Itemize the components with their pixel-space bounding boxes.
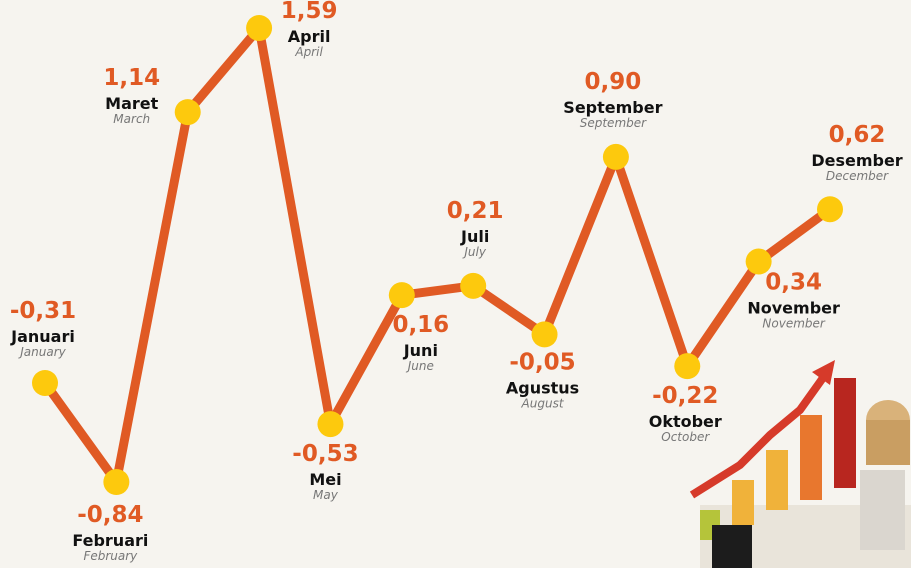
category-translation: September <box>580 116 647 130</box>
value-label: 1,59 <box>281 0 338 24</box>
value-label: -0,84 <box>77 502 143 528</box>
value-label: -0,05 <box>509 349 575 375</box>
value-label: 0,16 <box>392 312 449 338</box>
category-translation: February <box>83 549 138 563</box>
marker <box>460 273 486 299</box>
value-label: -0,31 <box>10 298 76 324</box>
marker <box>389 282 415 308</box>
marker <box>175 99 201 125</box>
marker <box>603 144 629 170</box>
category-translation: December <box>826 169 889 183</box>
category-label: Januari <box>10 327 75 346</box>
value-label: 1,14 <box>103 65 160 91</box>
category-label: Desember <box>811 151 902 170</box>
category-label: Mei <box>309 470 341 489</box>
category-label: Juli <box>460 227 489 246</box>
value-label: 0,90 <box>585 69 642 95</box>
category-label: Februari <box>72 531 148 550</box>
value-label: 0,62 <box>829 122 886 148</box>
marker <box>674 353 700 379</box>
value-label: -0,53 <box>292 441 358 467</box>
value-label: -0,22 <box>652 383 718 409</box>
category-translation: November <box>762 317 825 331</box>
category-translation: March <box>113 112 150 126</box>
marker <box>817 196 843 222</box>
marker <box>246 15 272 41</box>
category-label: Agustus <box>506 378 579 397</box>
marker <box>317 411 343 437</box>
page: -0,31 JanuariJanuary -0,84 FebruariFebruary… <box>0 0 911 568</box>
category-translation: October <box>661 430 710 444</box>
value-label: 0,21 <box>447 198 504 224</box>
marker <box>32 370 58 396</box>
marker <box>103 469 129 495</box>
category-label: November <box>747 299 840 318</box>
category-label: April <box>288 27 331 46</box>
category-translation: July <box>462 245 486 259</box>
category-translation: May <box>313 488 339 502</box>
category-translation: August <box>521 396 565 410</box>
category-label: September <box>563 98 662 117</box>
value-label: 0,34 <box>765 270 822 296</box>
category-label: Oktober <box>649 412 722 431</box>
category-label: Juni <box>403 341 438 360</box>
marker <box>532 321 558 347</box>
category-translation: April <box>294 45 323 59</box>
category-translation: January <box>18 345 66 359</box>
chart: -0,31 JanuariJanuary -0,84 FebruariFebruary… <box>0 0 911 568</box>
category-translation: June <box>406 359 434 373</box>
category-label: Maret <box>105 94 158 113</box>
